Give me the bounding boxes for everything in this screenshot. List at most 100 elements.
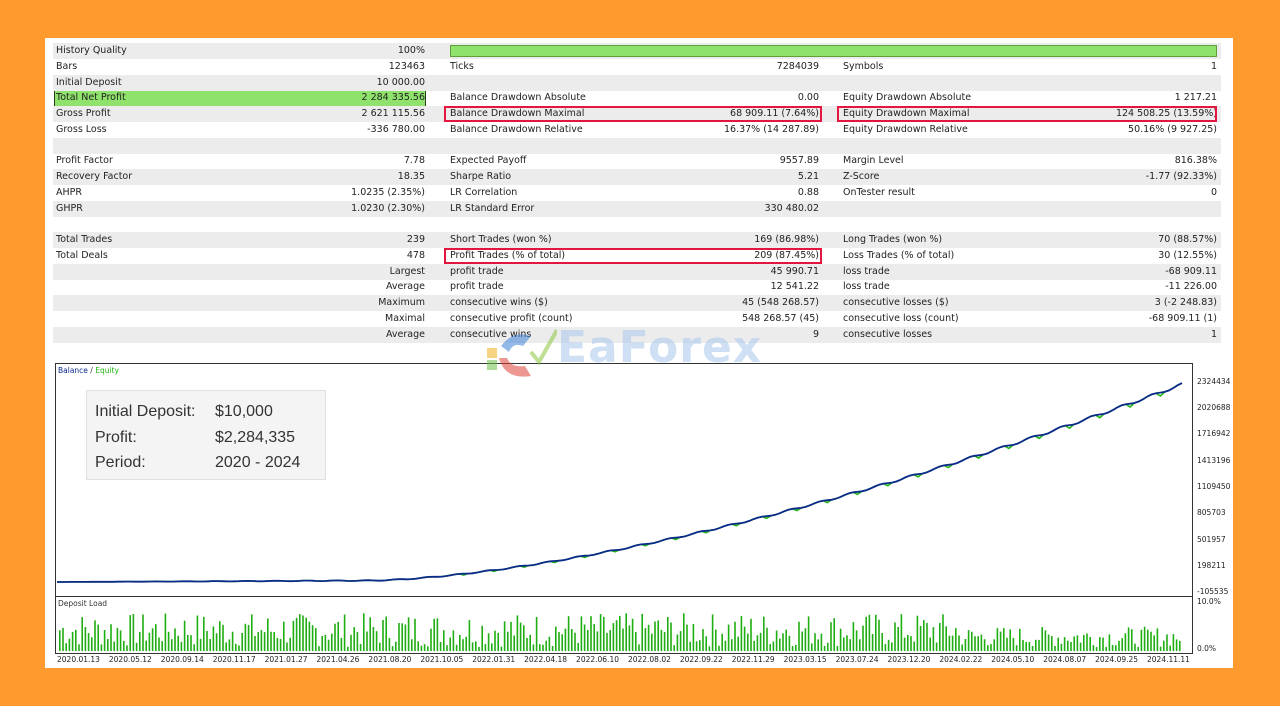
deposit-load-bar — [852, 622, 855, 651]
deposit-load-bar — [446, 645, 448, 651]
x-tick-label: 2022.06.10 — [576, 655, 619, 664]
x-tick-label: 2024.09.25 — [1095, 655, 1139, 664]
deposit-load-bar — [379, 642, 381, 651]
y-tick-label: 805703 — [1197, 508, 1226, 518]
deposit-load-bar — [967, 630, 970, 651]
deposit-load-bar — [599, 614, 602, 651]
deposit-load-bar — [94, 620, 96, 651]
deposit-load-bar — [1137, 646, 1139, 651]
deposit-load-bar — [1163, 640, 1165, 651]
deposit-load-bar — [679, 631, 682, 651]
deposit-load-bar — [1083, 635, 1085, 651]
x-tick-label: 2021.04.26 — [316, 655, 360, 664]
deposit-load-bar — [718, 645, 720, 651]
metric-label: loss trade — [843, 265, 890, 277]
deposit-load-bar — [871, 634, 874, 651]
deposit-load-bar — [663, 631, 666, 651]
metric-label: Total Deals — [56, 249, 108, 261]
metric-label: Equity Drawdown Relative — [843, 123, 968, 135]
deposit-load-bar — [267, 618, 269, 651]
deposit-load-bar — [795, 644, 797, 651]
deposit-load-bar — [711, 614, 714, 651]
deposit-load-bar — [81, 617, 83, 651]
report-row: Initial Deposit 10 000.00 — [53, 74, 1221, 91]
deposit-load-bar — [814, 633, 816, 651]
deposit-load-bar — [939, 622, 941, 651]
deposit-load-bar — [551, 646, 554, 651]
deposit-load-bar — [1044, 630, 1047, 651]
deposit-load-bar — [1076, 635, 1079, 651]
deposit-load-bar — [603, 616, 605, 651]
deposit-load-bar — [462, 639, 464, 651]
y-tick-label: 2324434 — [1197, 377, 1231, 386]
deposit-load-bar — [132, 614, 135, 651]
report-row: History Quality 100% — [53, 43, 1221, 59]
deposit-load-bar — [683, 613, 685, 651]
deposit-load-bar — [855, 630, 858, 651]
deposit-load-bar — [731, 639, 733, 651]
deposit-load-bar — [759, 632, 762, 651]
deposit-load-bar — [235, 643, 237, 651]
deposit-load-bar — [212, 626, 215, 651]
x-tick-label: 2023.03.15 — [783, 655, 827, 664]
deposit-load-bar — [148, 632, 151, 651]
metric-label: Average — [385, 328, 425, 340]
report-row: Average consecutive wins 9 consecutive loss… — [53, 326, 1221, 343]
deposit-load-bar — [555, 626, 557, 651]
initial-deposit-label: Initial Deposit: — [95, 403, 196, 420]
deposit-load-bar — [1140, 629, 1143, 651]
deposit-load-bar — [1121, 638, 1123, 651]
deposit-load-bar — [257, 632, 259, 651]
deposit-load-bar — [359, 644, 362, 651]
metric-label: Total Trades — [56, 234, 113, 245]
deposit-load-bar — [388, 638, 391, 651]
deposit-load-bar — [475, 641, 477, 651]
deposit-load-bar — [286, 642, 288, 651]
deposit-load-bar — [926, 622, 928, 651]
deposit-load-bar — [196, 615, 199, 651]
deposit-load-bar — [139, 631, 141, 651]
deposit-load-bar — [1067, 640, 1069, 651]
deposit-load-bar — [471, 642, 474, 651]
deposit-load-bar — [1169, 645, 1171, 651]
deposit-load-bar — [715, 629, 717, 651]
deposit-load-bar — [606, 632, 608, 651]
deposit-load-bar — [459, 634, 461, 651]
metric-label: Profit Trades (% of total) — [450, 249, 566, 261]
deposit-load-bar — [833, 618, 835, 651]
deposit-load-bar — [1031, 646, 1034, 651]
deposit-load-bar — [935, 642, 938, 651]
deposit-load-bar — [622, 628, 624, 651]
deposit-load-bar — [548, 636, 551, 651]
metric-value: 68 909.11 (7.64%) — [730, 108, 819, 119]
deposit-load-bar — [990, 644, 992, 651]
metric-label: Average — [385, 281, 425, 293]
deposit-load-bar — [942, 614, 944, 651]
deposit-load-bar — [1159, 646, 1162, 651]
deposit-load-bar — [686, 624, 688, 651]
deposit-load-bar — [993, 639, 995, 651]
deposit-load-bar — [427, 646, 429, 651]
deposit-load-bar — [487, 633, 490, 651]
metric-label: Bars — [56, 60, 78, 72]
deposit-load-bar — [206, 631, 208, 651]
deposit-load-bar — [334, 623, 336, 651]
deposit-load-bar — [948, 635, 951, 651]
deposit-load-bar — [187, 635, 189, 651]
metric-value: 0 — [1210, 186, 1217, 198]
deposit-load-bar — [999, 631, 1002, 651]
deposit-load-bar — [199, 638, 202, 651]
deposit-load-bar — [945, 626, 947, 651]
deposit-load-bar — [1143, 626, 1146, 651]
deposit-load-bar — [811, 643, 813, 651]
metric-value: 239 — [406, 234, 425, 245]
deposit-load-bar — [1153, 635, 1155, 651]
report-row: Average profit trade 12 541.22 loss trade -1… — [53, 279, 1221, 295]
deposit-load-bar — [260, 630, 263, 651]
deposit-load-bar — [1047, 634, 1050, 651]
deposit-load-bar — [372, 627, 375, 651]
deposit-load-bar — [609, 630, 611, 651]
results-info-box: Initial Deposit: $10,000 Profit: $2,284,… — [86, 390, 326, 480]
highlight-box-red — [444, 247, 822, 264]
metric-label: Expected Payoff — [450, 155, 527, 167]
